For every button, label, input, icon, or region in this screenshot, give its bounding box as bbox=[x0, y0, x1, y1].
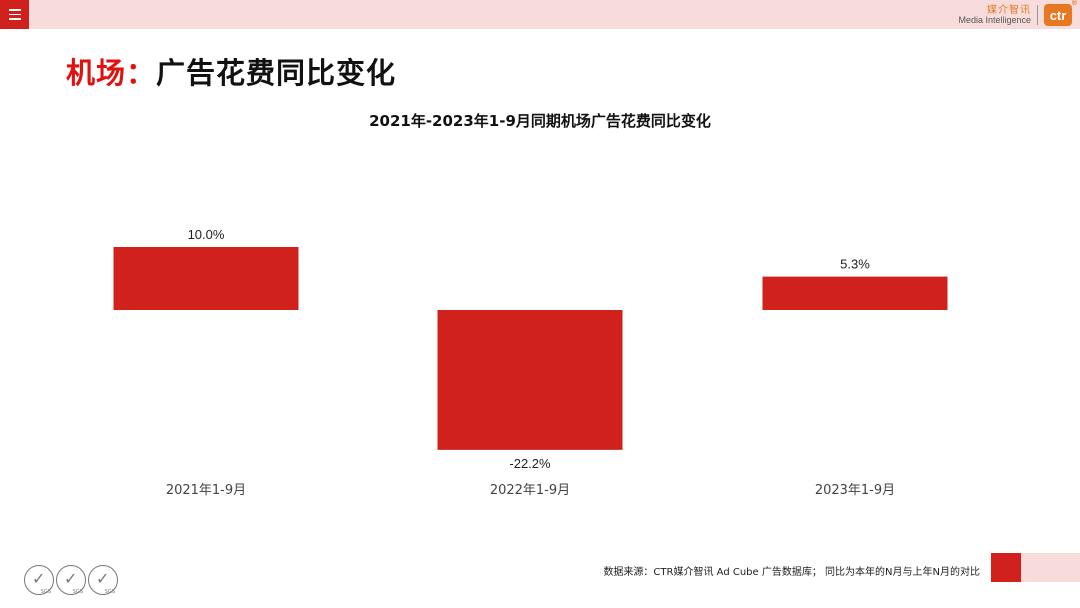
data-source-note: 数据来源：CTR媒介智讯 Ad Cube 广告数据库； 同比为本年的N月与上年N… bbox=[603, 567, 980, 578]
certification-badges: SGS SGS SGS bbox=[24, 562, 124, 598]
brand-divider bbox=[1037, 5, 1038, 25]
hamburger-menu-icon[interactable] bbox=[0, 0, 29, 29]
ctr-logo-text: ctr bbox=[1049, 7, 1067, 23]
category-label: 2023年1-9月 bbox=[815, 483, 895, 498]
sgs-cert-icon: SGS bbox=[24, 565, 54, 595]
brand-text: 媒介智讯 Media Intelligence bbox=[958, 4, 1031, 25]
brand-name-cn: 媒介智讯 bbox=[987, 4, 1031, 16]
sgs-cert-label: SGS bbox=[104, 589, 115, 595]
footer-pink-block bbox=[1021, 553, 1080, 582]
bar-3 bbox=[762, 276, 948, 310]
bar-1 bbox=[113, 247, 299, 310]
sgs-cert-label: SGS bbox=[40, 589, 51, 595]
page-title-main: 广告花费同比变化 bbox=[156, 56, 397, 90]
brand-logo-group: 媒介智讯 Media Intelligence ctr ® bbox=[958, 0, 1077, 27]
bar-2 bbox=[437, 310, 623, 450]
bar-value-label: 10.0% bbox=[188, 227, 225, 242]
brand-name-en: Media Intelligence bbox=[958, 14, 1031, 25]
bar-value-label: 5.3% bbox=[840, 257, 870, 272]
top-bar: 媒介智讯 Media Intelligence ctr ® bbox=[0, 0, 1080, 29]
category-label: 2021年1-9月 bbox=[166, 483, 246, 498]
chart-title: 2021年-2023年1-9月同期机场广告花费同比变化 bbox=[369, 112, 711, 130]
registered-mark: ® bbox=[1071, 0, 1077, 7]
footer-red-block bbox=[991, 553, 1021, 582]
sgs-cert-icon: SGS bbox=[56, 565, 86, 595]
category-label: 2022年1-9月 bbox=[490, 483, 570, 498]
bar-value-label: -22.2% bbox=[509, 456, 551, 471]
ctr-logo-icon: ctr ® bbox=[1044, 0, 1077, 26]
page-title: 机场：广告花费同比变化 bbox=[66, 50, 396, 92]
sgs-cert-icon: SGS bbox=[88, 565, 118, 595]
sgs-cert-label: SGS bbox=[72, 589, 83, 595]
page-title-accent: 机场： bbox=[66, 56, 157, 90]
